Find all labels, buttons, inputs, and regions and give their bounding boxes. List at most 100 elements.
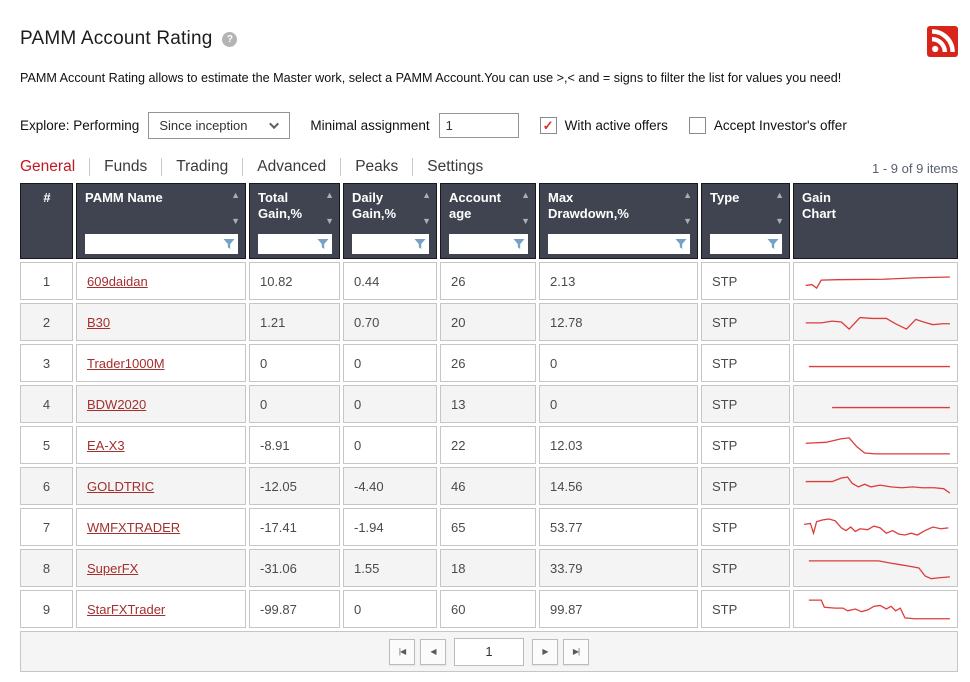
tab-funds[interactable]: Funds bbox=[90, 158, 163, 176]
column-header[interactable]: PAMM Name ▲ ▼ bbox=[76, 183, 246, 259]
max-drawdown-cell: 53.77 bbox=[539, 508, 698, 546]
column-header[interactable]: Type ▲ ▼ bbox=[701, 183, 790, 259]
column-header[interactable]: Account age ▲ ▼ bbox=[440, 183, 536, 259]
rank-cell: 9 bbox=[20, 590, 73, 628]
column-header[interactable]: Daily Gain,% ▲ ▼ bbox=[343, 183, 437, 259]
accept-investors-offer-label: Accept Investor's offer bbox=[713, 118, 847, 133]
next-page-button[interactable]: ▶ bbox=[532, 638, 558, 665]
type-cell: STP bbox=[701, 508, 790, 546]
filter-funnel-icon[interactable] bbox=[675, 238, 687, 250]
sort-descending-icon[interactable]: ▼ bbox=[775, 216, 784, 226]
tab-general[interactable]: General bbox=[20, 158, 91, 176]
minimal-assignment-input[interactable] bbox=[438, 113, 519, 138]
first-page-button[interactable]: |◀ bbox=[389, 638, 415, 665]
tab-peaks[interactable]: Peaks bbox=[341, 158, 414, 176]
tab-advanced[interactable]: Advanced bbox=[243, 158, 342, 176]
gain-sparkline bbox=[798, 306, 953, 338]
sort-descending-icon[interactable]: ▼ bbox=[422, 216, 431, 226]
checkbox-checked-icon[interactable]: ✓ bbox=[539, 117, 557, 134]
rank-value: 8 bbox=[42, 560, 51, 576]
sort-descending-icon[interactable]: ▼ bbox=[683, 216, 692, 226]
sort-ascending-icon[interactable]: ▲ bbox=[775, 190, 784, 200]
column-filter-input[interactable] bbox=[449, 234, 528, 254]
rank-cell: 6 bbox=[20, 467, 73, 505]
gain-sparkline bbox=[798, 265, 953, 297]
max-drawdown-cell: 12.78 bbox=[539, 303, 698, 341]
type-value: STP bbox=[712, 560, 738, 576]
account-age-cell: 46 bbox=[440, 467, 536, 505]
table-row: 6 GOLDTRIC -12.05 -4.40 46 14.56 STP bbox=[20, 467, 958, 505]
max-drawdown-value: 12.03 bbox=[550, 437, 583, 453]
tab-settings[interactable]: Settings bbox=[427, 158, 484, 175]
sort-ascending-icon[interactable]: ▲ bbox=[683, 190, 692, 200]
sort-ascending-icon[interactable]: ▲ bbox=[422, 190, 431, 200]
pamm-name-link[interactable]: Trader1000M bbox=[87, 355, 165, 371]
pamm-name-cell: EA-X3 bbox=[76, 426, 246, 464]
sort-ascending-icon[interactable]: ▲ bbox=[231, 190, 240, 200]
pamm-name-link[interactable]: GOLDTRIC bbox=[87, 478, 155, 494]
type-cell: STP bbox=[701, 385, 790, 423]
gain-chart-cell bbox=[793, 385, 958, 423]
type-cell: STP bbox=[701, 549, 790, 587]
total-gain-cell: 0 bbox=[249, 344, 340, 382]
page-title: PAMM Account Rating bbox=[20, 28, 213, 49]
column-filter-input[interactable] bbox=[258, 234, 332, 254]
gain-chart-cell bbox=[793, 508, 958, 546]
pamm-name-link[interactable]: SuperFX bbox=[87, 560, 139, 576]
daily-gain-cell: 0.70 bbox=[343, 303, 437, 341]
filter-funnel-icon[interactable] bbox=[767, 238, 779, 250]
tab-trading[interactable]: Trading bbox=[162, 158, 244, 176]
column-filter-input[interactable] bbox=[710, 234, 782, 254]
pamm-name-link[interactable]: B30 bbox=[87, 314, 111, 330]
filter-funnel-icon[interactable] bbox=[414, 238, 426, 250]
explore-label: Explore: bbox=[20, 118, 70, 133]
column-header-label: Daily Gain,% bbox=[352, 190, 397, 222]
pamm-name-link[interactable]: WMFXTRADER bbox=[87, 519, 181, 535]
filter-funnel-icon[interactable] bbox=[223, 238, 235, 250]
help-icon[interactable]: ? bbox=[222, 32, 238, 47]
last-page-button[interactable]: ▶| bbox=[563, 638, 589, 665]
items-count: 1 - 9 of 9 items bbox=[872, 161, 958, 176]
column-filter bbox=[548, 234, 690, 254]
column-filter-input[interactable] bbox=[85, 234, 238, 254]
max-drawdown-value: 53.77 bbox=[550, 519, 583, 535]
table-body: 1 609daidan 10.82 0.44 26 2.13 STP 2 B30… bbox=[20, 262, 958, 628]
sort-ascending-icon[interactable]: ▲ bbox=[325, 190, 334, 200]
prev-page-button[interactable]: ◀ bbox=[420, 638, 446, 665]
checkbox-unchecked-icon[interactable] bbox=[688, 117, 706, 134]
total-gain-cell: 10.82 bbox=[249, 262, 340, 300]
gain-sparkline bbox=[798, 347, 953, 379]
with-active-offers-checkbox[interactable]: ✓ With active offers bbox=[539, 117, 668, 134]
column-header[interactable]: Gain Chart bbox=[793, 183, 958, 259]
filter-funnel-icon[interactable] bbox=[317, 238, 329, 250]
pamm-name-link[interactable]: EA-X3 bbox=[87, 437, 125, 453]
sort-descending-icon[interactable]: ▼ bbox=[521, 216, 530, 226]
type-cell: STP bbox=[701, 467, 790, 505]
period-select[interactable]: Since inception bbox=[148, 112, 291, 139]
total-gain-value: -31.06 bbox=[260, 560, 297, 576]
type-value: STP bbox=[712, 396, 738, 412]
column-filter-input[interactable] bbox=[548, 234, 690, 254]
column-header-label: # bbox=[43, 190, 51, 205]
column-header[interactable]: Max Drawdown,% ▲ ▼ bbox=[539, 183, 698, 259]
account-age-cell: 13 bbox=[440, 385, 536, 423]
sort-descending-icon[interactable]: ▼ bbox=[231, 216, 240, 226]
sort-ascending-icon[interactable]: ▲ bbox=[521, 190, 530, 200]
pamm-name-link[interactable]: BDW2020 bbox=[87, 396, 147, 412]
type-value: STP bbox=[712, 519, 738, 535]
sort-descending-icon[interactable]: ▼ bbox=[325, 216, 334, 226]
pamm-name-link[interactable]: 609daidan bbox=[87, 273, 148, 289]
daily-gain-cell: 0.44 bbox=[343, 262, 437, 300]
rank-cell: 3 bbox=[20, 344, 73, 382]
rank-cell: 4 bbox=[20, 385, 73, 423]
column-filter-input[interactable] bbox=[352, 234, 429, 254]
pamm-name-link[interactable]: StarFXTrader bbox=[87, 601, 166, 617]
column-header[interactable]: Total Gain,% ▲ ▼ bbox=[249, 183, 340, 259]
rss-icon[interactable] bbox=[927, 26, 958, 57]
page-number-input[interactable] bbox=[454, 637, 524, 666]
filter-funnel-icon[interactable] bbox=[513, 238, 525, 250]
table-row: 7 WMFXTRADER -17.41 -1.94 65 53.77 STP bbox=[20, 508, 958, 546]
rank-value: 1 bbox=[42, 273, 51, 289]
column-header[interactable]: # bbox=[20, 183, 73, 259]
accept-investors-offer-checkbox[interactable]: Accept Investor's offer bbox=[688, 117, 847, 134]
